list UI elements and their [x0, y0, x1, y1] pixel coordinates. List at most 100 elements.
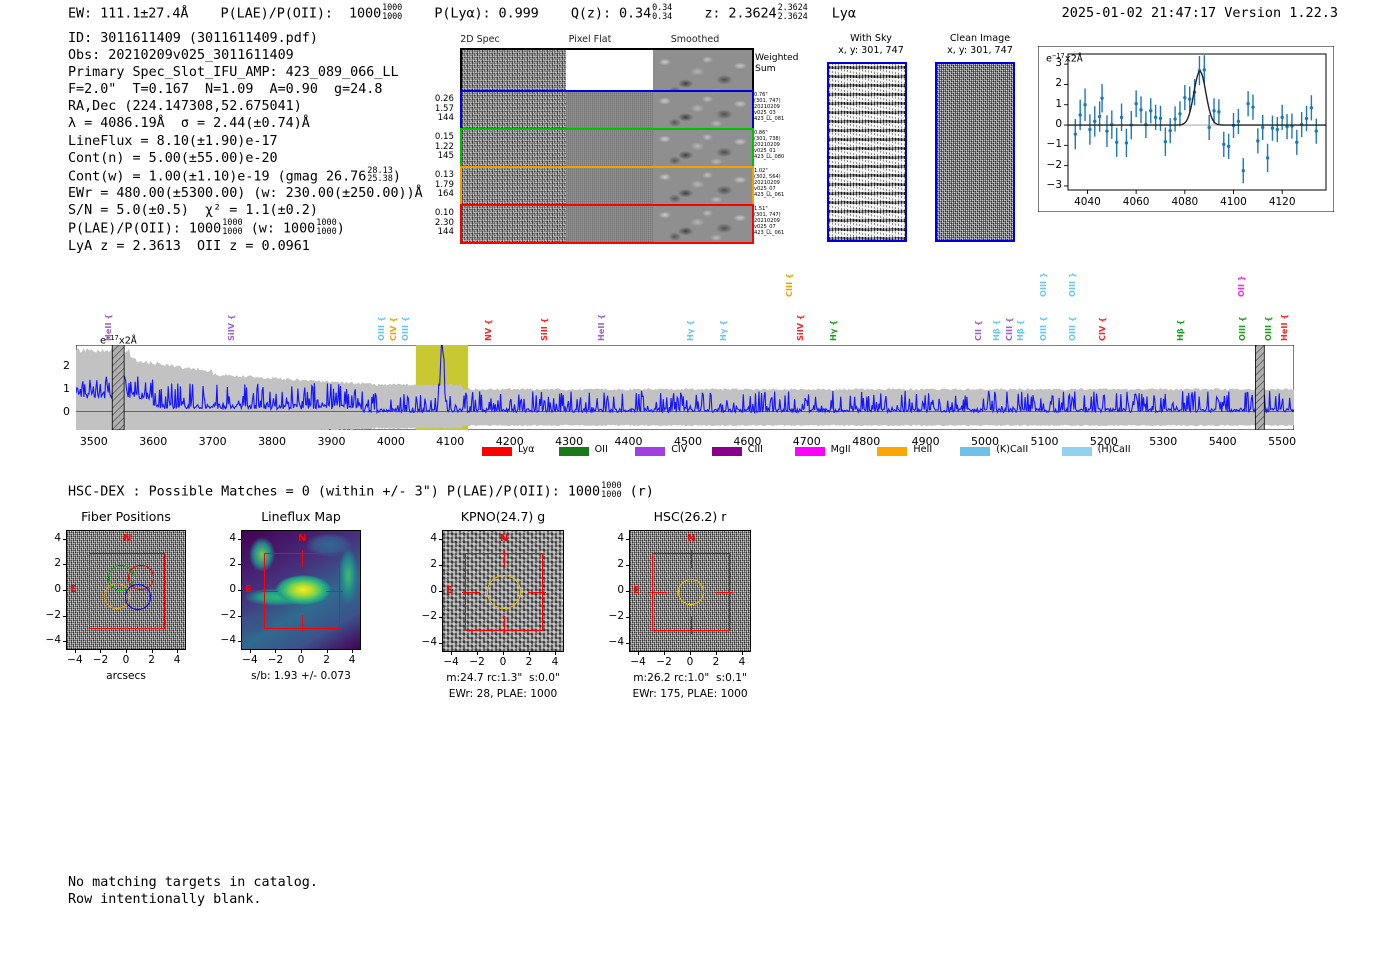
cutout-tickmark — [238, 641, 241, 643]
cutout-ytick: 4 — [617, 532, 624, 545]
info-plae-pre: P(LAE)/P(OII): 1000 — [68, 221, 222, 237]
header-z-frac-bot: 2.3624 — [777, 11, 808, 22]
cutout-tickmark — [63, 564, 66, 566]
fiber-strip[interactable] — [460, 166, 754, 206]
fiber-stat-3: 164 — [437, 189, 454, 200]
cutout-xtick: 2 — [712, 656, 720, 668]
cutout-tickmark — [715, 652, 717, 655]
cutout-tickmark — [626, 565, 629, 567]
cutout-red-box — [465, 553, 543, 631]
footer-line-1: No matching targets in catalog. — [68, 875, 318, 890]
cutout-tickmark — [151, 650, 153, 653]
cutout-xtick: −2 — [92, 654, 109, 666]
fiber-strip[interactable] — [460, 128, 754, 168]
full-spectrum-svg — [72, 344, 1295, 452]
compass-n: N — [500, 533, 509, 544]
cutout-tickmark — [439, 565, 442, 567]
cutout-ytick: 0 — [430, 584, 437, 596]
fiber-strip-meta: 1.02" (302, 564) 20210209 v025_07 423_LL_061 — [754, 168, 785, 198]
cutout-xtick: 2 — [148, 654, 155, 666]
emission-line-label: SiII { — [538, 317, 549, 341]
cutout-xtick: 2 — [525, 656, 533, 668]
legend-label: OII — [594, 444, 608, 455]
cutout-red-box — [88, 552, 166, 630]
linefit-ytick: −2 — [1046, 158, 1062, 171]
info-radec: RA,Dec (224.147308,52.675041) — [68, 99, 302, 115]
legend-swatch — [1061, 447, 1092, 456]
header-line-id: Lyα — [831, 5, 856, 22]
crosshair-top — [691, 550, 693, 568]
compass-e: E — [70, 584, 77, 595]
aperture-circle — [678, 579, 704, 605]
emission-line-label: CIV { — [1096, 316, 1107, 341]
crosshair-bottom — [302, 614, 304, 632]
linefit-flux-annotation: e−17x2Å — [1046, 52, 1083, 65]
col-title-smoothed: Smoothed — [670, 34, 720, 45]
footer-line-2: Row intentionally blank. — [68, 892, 262, 908]
fiber-stat-2: 1.79 — [434, 179, 454, 190]
spectrum-xtick: 4600 — [733, 435, 762, 448]
full-spectrum-panel[interactable] — [72, 344, 1295, 452]
line-fit-plot[interactable] — [1037, 45, 1335, 213]
emission-line-label: SiIV { — [794, 314, 805, 341]
cutout-title-0: Fiber Positions — [81, 509, 171, 524]
spectrum-xtick: 5400 — [1208, 435, 1237, 448]
cutout-ytick: 2 — [54, 557, 61, 570]
legend-swatch — [877, 447, 908, 456]
clean-image[interactable] — [935, 62, 1015, 242]
cutout-ytick: 2 — [430, 558, 437, 571]
fiber-stat-3: 144 — [437, 227, 454, 238]
cutout-tickmark — [439, 591, 442, 592]
spectrum-xtick: 3700 — [198, 435, 227, 448]
cutout-xtick: 4 — [348, 654, 356, 666]
cutout-tickmark — [275, 650, 277, 653]
legend-label: MgII — [830, 444, 851, 455]
with-sky-image[interactable] — [827, 62, 907, 242]
linefit-xtick: 4040 — [1074, 196, 1101, 208]
linefit-xtick: 4080 — [1171, 196, 1199, 208]
emission-line-label: NV { — [482, 319, 493, 341]
legend-label: CIV — [671, 444, 688, 455]
cutout-xtick: −4 — [443, 656, 459, 668]
header-qz: Q(z): 0.34 — [570, 5, 652, 22]
crosshair-left — [649, 592, 667, 594]
legend-swatch — [482, 447, 512, 456]
compass-n: N — [123, 533, 132, 544]
crosshair-right — [528, 592, 546, 594]
emission-line-label: Hβ { — [990, 319, 1001, 341]
cutout-ytick: −2 — [421, 609, 437, 622]
fiber-stat-1: 0.13 — [434, 170, 454, 180]
fiber-strip-stats: 0.26 1.57 144 — [424, 94, 454, 124]
emission-line-label: CII { — [973, 320, 984, 341]
info-plae-w-lo: 1000 — [316, 227, 337, 238]
emission-line-label-upper: OIII } — [1066, 272, 1077, 297]
info-plae-w-hi: 1000 — [316, 218, 337, 229]
spectrum-xtick: 4900 — [911, 435, 940, 448]
fiber-strip[interactable] — [460, 90, 754, 130]
emission-line-label: OIII { — [1038, 316, 1049, 341]
cutout-xtick: −4 — [67, 654, 83, 666]
info-obs: Obs: 20210209v025_3011611409 — [68, 48, 294, 64]
header-plae-frac-top: 1000 — [382, 3, 403, 13]
hsc-dex-prefix: HSC-DEX : Possible Matches = 0 (within +… — [68, 484, 601, 500]
header-z-frac-top: 2.3624 — [777, 3, 808, 13]
legend-label: (H)CaII — [1097, 444, 1131, 455]
spectrum-xtick: 4300 — [555, 435, 584, 448]
cutout-xtick: −4 — [630, 656, 646, 668]
hsc-dex-match-line: HSC-DEX : Possible Matches = 0 (within +… — [68, 482, 654, 500]
crosshair-left — [261, 591, 279, 593]
cutout-xtick: 0 — [297, 654, 305, 666]
cutout-xtick: 4 — [173, 654, 181, 666]
col-title-2dspec: 2D Spec — [460, 34, 500, 45]
cutout-ytick: −2 — [45, 608, 61, 621]
cutout-caption-2: EWr: 175, PLAE: 1000 — [632, 688, 748, 700]
cutout-tickmark — [301, 650, 302, 653]
spectrum-xtick: 4400 — [614, 435, 643, 448]
fiber-strip[interactable] — [460, 204, 754, 244]
cutout-tickmark — [638, 652, 640, 655]
line-fit-svg — [1037, 45, 1335, 213]
